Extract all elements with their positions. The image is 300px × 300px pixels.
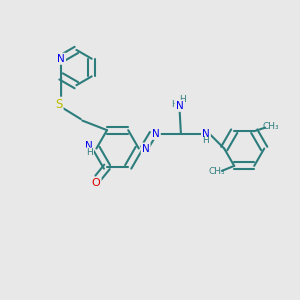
Text: H: H bbox=[202, 136, 209, 145]
Text: N: N bbox=[202, 129, 210, 139]
Text: N: N bbox=[85, 141, 93, 151]
Text: CH₃: CH₃ bbox=[208, 167, 225, 176]
Text: S: S bbox=[55, 98, 62, 111]
Text: O: O bbox=[92, 178, 100, 188]
Text: H: H bbox=[180, 95, 186, 104]
Text: H: H bbox=[86, 148, 93, 158]
Text: N: N bbox=[176, 101, 183, 111]
Text: N: N bbox=[142, 143, 149, 154]
Text: N: N bbox=[152, 129, 160, 139]
Text: H: H bbox=[171, 100, 178, 109]
Text: N: N bbox=[57, 54, 65, 64]
Text: CH₃: CH₃ bbox=[262, 122, 279, 131]
